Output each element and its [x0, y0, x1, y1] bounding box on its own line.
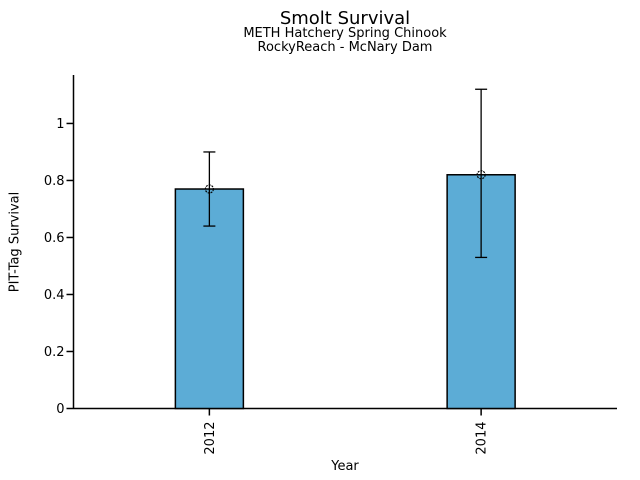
y-tick-label: 0 — [56, 402, 64, 417]
chart-subtitle-line-1: METH Hatchery Spring Chinook — [243, 26, 447, 41]
point-marker-2014 — [476, 170, 486, 180]
point-marker-2012 — [204, 184, 214, 194]
y-tick-label: 0.6 — [44, 231, 65, 246]
x-axis-title: Year — [331, 459, 359, 474]
y-tick-label: 1 — [56, 117, 64, 132]
y-tick-label: 0.2 — [44, 345, 65, 360]
y-tick-label: 0.4 — [44, 288, 65, 303]
x-tick-label-2012: 2012 — [203, 422, 218, 455]
chart-subtitle-line-2: RockyReach - McNary Dam — [257, 40, 433, 55]
chart-title: Smolt Survival — [279, 8, 411, 29]
y-tick-label: 0.8 — [44, 174, 65, 189]
x-tick-label-2014: 2014 — [475, 422, 490, 455]
